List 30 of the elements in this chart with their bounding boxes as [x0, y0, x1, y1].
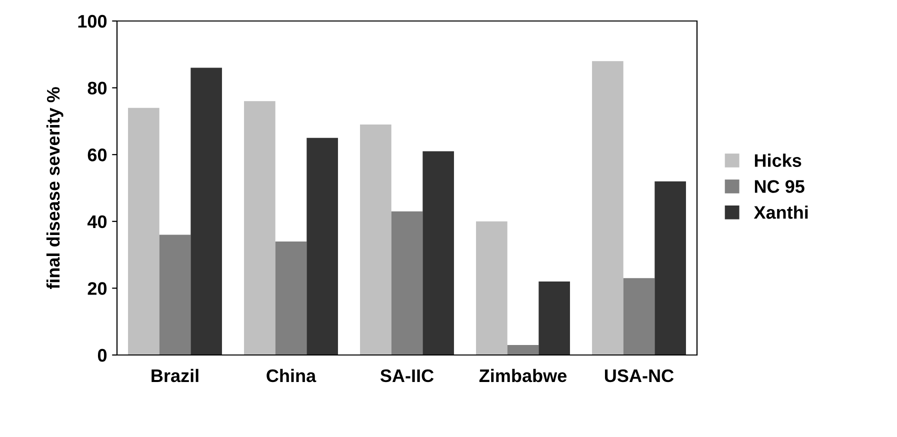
- legend-label: Xanthi: [754, 206, 808, 219]
- bar: [190, 68, 222, 355]
- y-axis-title: final disease severity %: [46, 87, 64, 290]
- bar: [422, 151, 454, 355]
- y-tick-label: 0: [98, 348, 107, 362]
- bar: [507, 344, 539, 355]
- bar: [159, 234, 191, 355]
- legend-label: Hicks: [754, 154, 802, 167]
- bar: [360, 124, 392, 355]
- y-tick-label: 100: [78, 14, 107, 28]
- bar: [128, 108, 160, 355]
- y-tick-label: 60: [88, 148, 107, 162]
- bar: [592, 61, 624, 355]
- x-tick-label: SA-IIC: [380, 369, 434, 382]
- x-tick-label: USA-NC: [604, 369, 674, 382]
- bar: [306, 138, 338, 355]
- bar: [538, 282, 570, 355]
- x-tick-label: China: [266, 368, 316, 382]
- x-tick-label: Brazil: [152, 368, 198, 382]
- y-tick-label: 20: [88, 282, 107, 295]
- x-tick-label: Zimbabwe: [479, 368, 567, 382]
- bar: [623, 278, 655, 355]
- y-tick-label: 80: [88, 82, 107, 95]
- bar: [654, 181, 686, 355]
- bar: [476, 221, 508, 355]
- y-tick-label: 40: [87, 215, 107, 228]
- bar: [391, 211, 423, 355]
- bar: [275, 241, 307, 355]
- legend-label: NC 95: [754, 180, 804, 193]
- bar: [244, 101, 276, 355]
